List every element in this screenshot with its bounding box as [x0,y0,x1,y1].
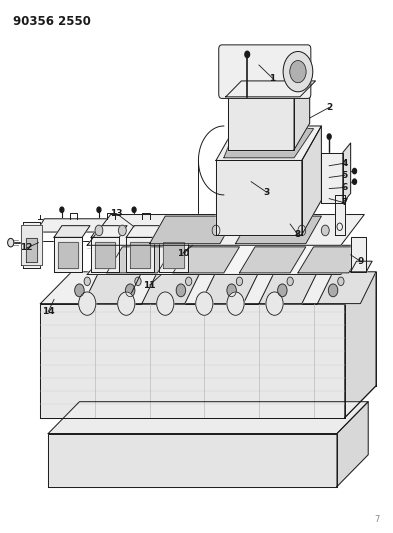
Circle shape [329,284,338,297]
Polygon shape [48,402,368,433]
Circle shape [353,179,356,184]
Circle shape [236,277,242,286]
Polygon shape [228,97,294,150]
Circle shape [79,292,96,316]
Text: 90356 2550: 90356 2550 [13,14,91,28]
Polygon shape [54,225,90,237]
Polygon shape [87,215,364,245]
Circle shape [75,284,84,297]
Text: 2: 2 [326,103,332,112]
Polygon shape [160,225,195,237]
Polygon shape [130,241,151,268]
Polygon shape [91,237,119,272]
Polygon shape [95,241,115,268]
Circle shape [287,277,293,286]
Polygon shape [83,272,142,304]
Polygon shape [37,219,224,232]
Polygon shape [40,272,376,304]
Polygon shape [302,126,321,235]
Polygon shape [239,247,306,273]
Polygon shape [294,70,310,150]
Text: 13: 13 [110,209,123,218]
Text: 11: 11 [143,280,156,289]
Polygon shape [173,247,239,273]
Polygon shape [335,195,345,235]
Polygon shape [40,304,345,418]
Polygon shape [226,81,316,97]
Circle shape [157,292,174,316]
Text: 4: 4 [342,159,348,167]
Circle shape [118,292,135,316]
Circle shape [176,284,185,297]
Polygon shape [163,241,184,268]
Circle shape [327,134,331,139]
Circle shape [212,225,220,236]
Circle shape [7,238,14,247]
Text: 7: 7 [375,515,380,523]
Text: 5: 5 [342,171,348,180]
Polygon shape [318,272,376,304]
Polygon shape [345,272,376,418]
Circle shape [196,292,213,316]
Text: 8: 8 [295,230,301,239]
Polygon shape [58,241,78,268]
Polygon shape [126,225,162,237]
Polygon shape [91,225,127,237]
Circle shape [245,51,250,58]
Polygon shape [107,247,173,273]
Polygon shape [337,402,368,487]
Polygon shape [23,222,40,268]
Circle shape [227,292,244,316]
Text: 12: 12 [20,244,33,253]
Circle shape [283,52,313,92]
Circle shape [118,225,126,236]
Polygon shape [142,272,200,304]
Circle shape [84,277,90,286]
Circle shape [278,284,287,297]
Circle shape [266,292,283,316]
Circle shape [227,284,236,297]
Polygon shape [235,216,321,244]
Polygon shape [160,237,187,272]
Circle shape [353,168,356,174]
Text: 1: 1 [270,74,276,83]
Text: 7: 7 [342,198,348,207]
Circle shape [135,277,141,286]
Polygon shape [298,247,364,273]
Circle shape [321,225,329,236]
Circle shape [97,207,101,213]
Text: 3: 3 [264,188,270,197]
Text: 10: 10 [177,249,189,258]
Circle shape [125,284,135,297]
Polygon shape [351,261,372,272]
Circle shape [298,225,306,236]
Circle shape [290,61,306,83]
Polygon shape [26,238,37,262]
Polygon shape [200,272,259,304]
Polygon shape [351,237,366,272]
Circle shape [338,277,344,286]
Polygon shape [343,143,351,203]
Polygon shape [321,152,343,203]
Polygon shape [21,225,42,265]
Polygon shape [216,126,321,160]
Polygon shape [87,245,364,274]
Text: 14: 14 [42,307,55,316]
Polygon shape [224,128,314,158]
Polygon shape [228,70,310,97]
Polygon shape [54,237,82,272]
Circle shape [185,277,192,286]
Circle shape [60,207,64,213]
Polygon shape [259,272,318,304]
Polygon shape [235,72,302,95]
Text: 9: 9 [357,257,364,265]
Circle shape [132,207,136,213]
Polygon shape [216,160,302,235]
Polygon shape [126,237,154,272]
Circle shape [95,225,103,236]
FancyBboxPatch shape [219,45,311,99]
Text: 6: 6 [342,183,348,192]
Polygon shape [48,433,337,487]
Polygon shape [150,216,235,244]
